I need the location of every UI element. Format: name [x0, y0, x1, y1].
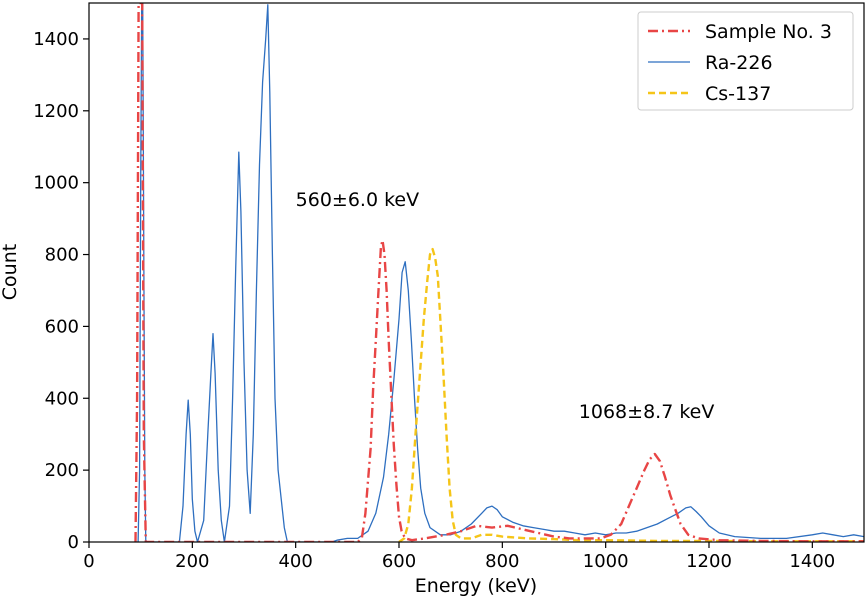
x-tick-label: 1400: [789, 551, 835, 572]
x-tick-label: 1200: [686, 551, 732, 572]
x-tick-label: 600: [382, 551, 416, 572]
legend: Sample No. 3 Ra-226 Cs-137: [637, 11, 854, 111]
x-tick-label: 800: [485, 551, 519, 572]
y-tick-label: 1400: [33, 29, 79, 50]
peak-annotation: 1068±8.7 keV: [579, 401, 715, 423]
y-axis-title: Count: [0, 244, 21, 300]
x-tick-label: 400: [278, 551, 312, 572]
x-axis: 0 200 400 600 800 1000 1200 1400: [83, 542, 835, 572]
legend-label: Sample No. 3: [705, 21, 832, 43]
y-tick-label: 400: [45, 388, 79, 409]
series-layer: [134, 3, 864, 542]
annotation-layer: 560±6.0 keV 1068±8.7 keV: [296, 189, 715, 423]
y-tick-label: 0: [68, 532, 79, 553]
x-tick-label: 1000: [583, 551, 629, 572]
legend-label: Ra-226: [705, 52, 773, 74]
peak-annotation: 560±6.0 keV: [296, 189, 419, 211]
series-line-ra-226: [137, 3, 864, 542]
series-line-cs-137: [398, 247, 864, 542]
y-axis: 0 200 400 600 800 1000 1200 1400: [33, 29, 89, 553]
x-tick-label: 200: [175, 551, 209, 572]
y-tick-label: 1200: [33, 101, 79, 122]
x-axis-title: Energy (keV): [415, 575, 537, 597]
plot-frame: [88, 2, 865, 543]
series-line-sample-no-3: [134, 3, 864, 542]
legend-label: Cs-137: [705, 83, 771, 105]
y-tick-label: 600: [45, 316, 79, 337]
y-tick-label: 200: [45, 460, 79, 481]
y-tick-label: 1000: [33, 173, 79, 194]
y-tick-label: 800: [45, 245, 79, 266]
x-tick-label: 0: [83, 551, 94, 572]
legend-box: [637, 11, 854, 111]
